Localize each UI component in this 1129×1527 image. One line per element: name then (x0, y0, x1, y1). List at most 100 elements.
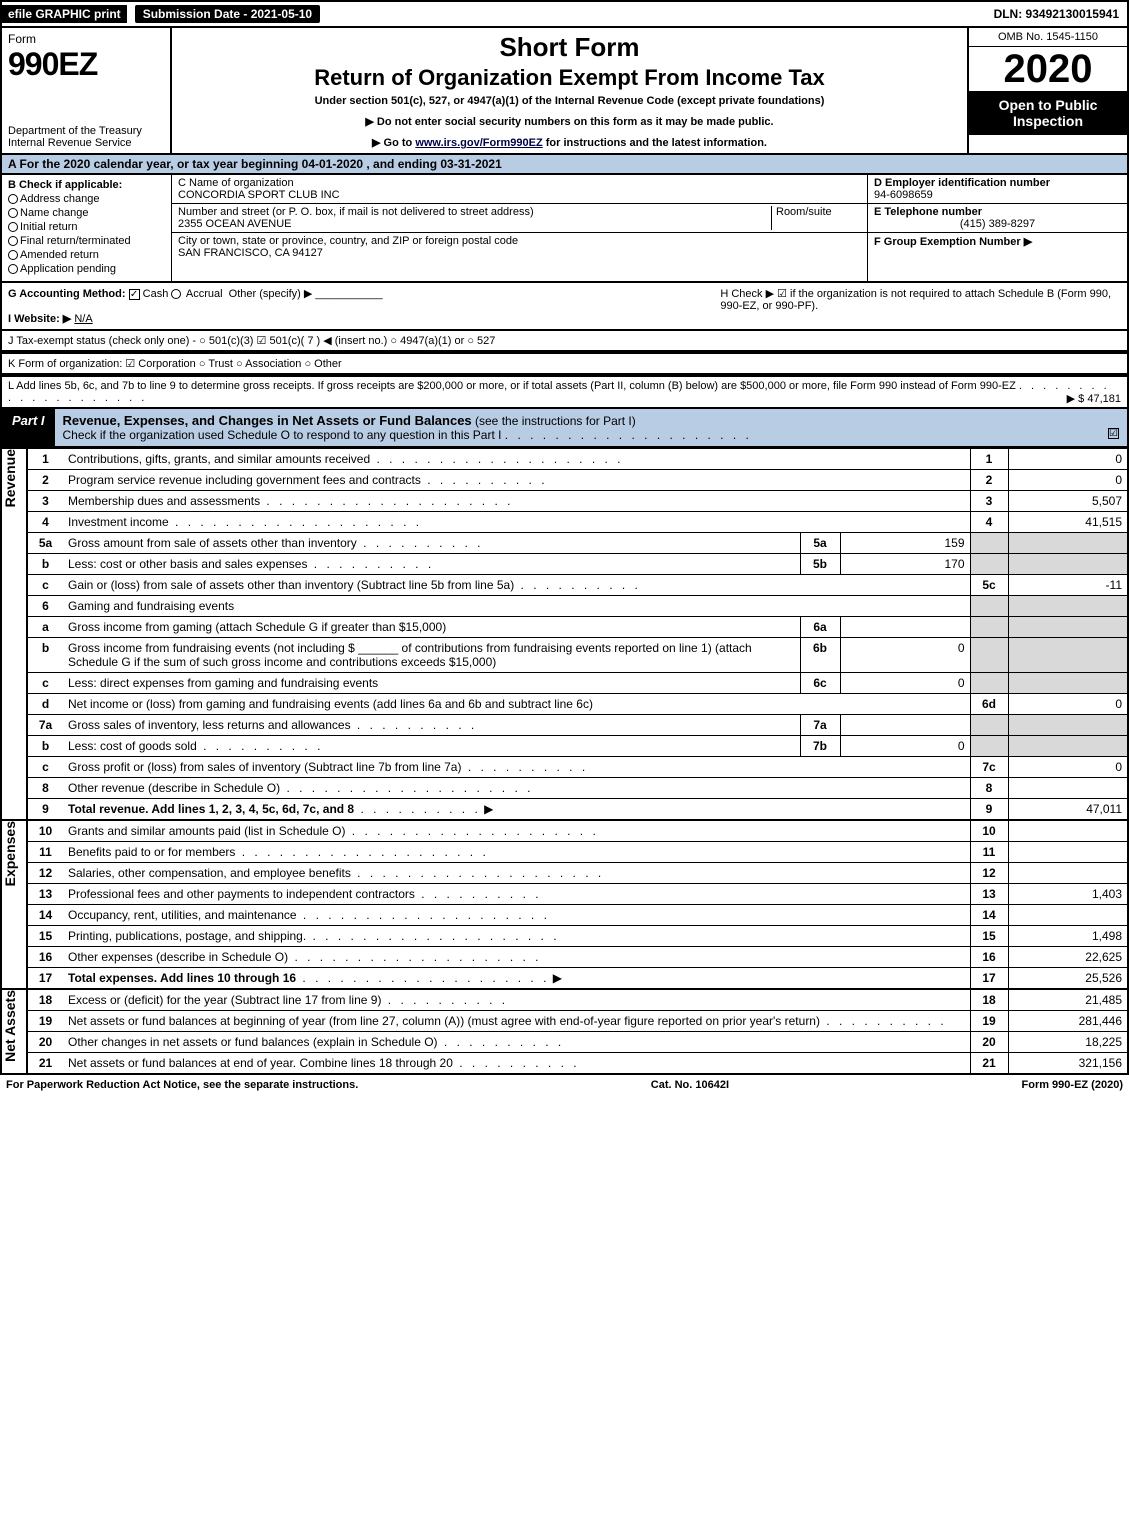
l13-desc: Professional fees and other payments to … (68, 887, 415, 901)
line-5a: 5a Gross amount from sale of assets othe… (1, 533, 1128, 554)
line-10: Expenses 10 Grants and similar amounts p… (1, 820, 1128, 842)
l6c-sub: 6c (800, 673, 840, 694)
l6-desc: Gaming and fundraising events (68, 599, 234, 613)
l7b-subamt: 0 (840, 736, 970, 757)
note-goto: ▶ Go to www.irs.gov/Form990EZ for instru… (180, 136, 959, 149)
l5b-subamt: 170 (840, 554, 970, 575)
part1-checkbox[interactable]: ☑ (1108, 428, 1119, 439)
label-city: City or town, state or province, country… (178, 235, 518, 247)
ein-value: 94-6098659 (874, 189, 933, 201)
l17-amt: 25,526 (1008, 968, 1128, 990)
footer-left: For Paperwork Reduction Act Notice, see … (6, 1079, 358, 1091)
side-expenses: Expenses (2, 821, 26, 886)
chk-address-change[interactable]: Address change (20, 193, 100, 205)
l1-no: 1 (27, 449, 63, 470)
l1-desc: Contributions, gifts, grants, and simila… (68, 452, 370, 466)
l7a-sub: 7a (800, 715, 840, 736)
l6c-subamt: 0 (840, 673, 970, 694)
l13-cell: 13 (970, 884, 1008, 905)
line-8: 8 Other revenue (describe in Schedule O)… (1, 778, 1128, 799)
l2-cell: 2 (970, 470, 1008, 491)
l18-cell: 18 (970, 989, 1008, 1011)
l6c-no: c (27, 673, 63, 694)
l6d-cell: 6d (970, 694, 1008, 715)
l6c-desc: Less: direct expenses from gaming and fu… (68, 676, 378, 690)
irs-link[interactable]: www.irs.gov/Form990EZ (415, 137, 542, 149)
box-h: H Check ▶ ☑ if the organization is not r… (720, 287, 1121, 325)
l9-no: 9 (27, 799, 63, 821)
l7a-desc: Gross sales of inventory, less returns a… (68, 718, 351, 732)
label-street: Number and street (or P. O. box, if mail… (178, 206, 534, 218)
line-9: 9 Total revenue. Add lines 1, 2, 3, 4, 5… (1, 799, 1128, 821)
l20-cell: 20 (970, 1032, 1008, 1053)
l5b-no: b (27, 554, 63, 575)
h-text: H Check ▶ ☑ if the organization is not r… (720, 288, 1111, 312)
chk-accrual[interactable] (171, 289, 181, 299)
note-goto-post: for instructions and the latest informat… (543, 137, 767, 149)
footer-catno: Cat. No. 10642I (651, 1079, 729, 1091)
l10-desc: Grants and similar amounts paid (list in… (68, 824, 345, 838)
line-7c: c Gross profit or (loss) from sales of i… (1, 757, 1128, 778)
form-number: 990EZ (8, 46, 164, 83)
row-l: L Add lines 5b, 6c, and 7b to line 9 to … (0, 375, 1129, 409)
l7b-sub: 7b (800, 736, 840, 757)
l7a-no: 7a (27, 715, 63, 736)
label-phone: E Telephone number (874, 206, 982, 218)
box-c: C Name of organization CONCORDIA SPORT C… (172, 175, 867, 281)
l3-cell: 3 (970, 491, 1008, 512)
chk-final-return[interactable]: Final return/terminated (20, 235, 131, 247)
part1-title: Revenue, Expenses, and Changes in Net As… (55, 409, 1127, 446)
l5c-desc: Gain or (loss) from sale of assets other… (68, 578, 514, 592)
l2-desc: Program service revenue including govern… (68, 473, 421, 487)
l16-no: 16 (27, 947, 63, 968)
l-text: L Add lines 5b, 6c, and 7b to line 9 to … (8, 380, 1016, 392)
chk-cash[interactable]: ✓ (129, 289, 140, 300)
l11-cell: 11 (970, 842, 1008, 863)
l21-no: 21 (27, 1053, 63, 1075)
l7b-grey2 (1008, 736, 1128, 757)
chk-initial-return[interactable]: Initial return (20, 221, 77, 233)
l20-desc: Other changes in net assets or fund bala… (68, 1035, 438, 1049)
l6b-grey (970, 638, 1008, 673)
line-12: 12 Salaries, other compensation, and emp… (1, 863, 1128, 884)
l12-desc: Salaries, other compensation, and employ… (68, 866, 351, 880)
l8-amt (1008, 778, 1128, 799)
l16-desc: Other expenses (describe in Schedule O) (68, 950, 288, 964)
opt-cash: Cash (143, 288, 169, 300)
website-value: N/A (74, 313, 92, 325)
submission-date: Submission Date - 2021-05-10 (135, 5, 320, 23)
line-7a: 7a Gross sales of inventory, less return… (1, 715, 1128, 736)
l6-grey2 (1008, 596, 1128, 617)
l19-no: 19 (27, 1011, 63, 1032)
l5a-subamt: 159 (840, 533, 970, 554)
l18-no: 18 (27, 989, 63, 1011)
street-address: 2355 OCEAN AVENUE (178, 218, 292, 230)
line-13: 13 Professional fees and other payments … (1, 884, 1128, 905)
label-accounting: G Accounting Method: (8, 288, 126, 300)
l17-cell: 17 (970, 968, 1008, 990)
label-ein: D Employer identification number (874, 177, 1050, 189)
l12-cell: 12 (970, 863, 1008, 884)
l4-desc: Investment income (68, 515, 169, 529)
line-3: 3 Membership dues and assessments 3 5,50… (1, 491, 1128, 512)
l6a-grey2 (1008, 617, 1128, 638)
l5c-amt: -11 (1008, 575, 1128, 596)
l4-no: 4 (27, 512, 63, 533)
line-6: 6 Gaming and fundraising events (1, 596, 1128, 617)
short-form-title: Short Form (180, 32, 959, 63)
l20-no: 20 (27, 1032, 63, 1053)
l5b-desc: Less: cost or other basis and sales expe… (68, 557, 307, 571)
l6c-grey2 (1008, 673, 1128, 694)
l14-cell: 14 (970, 905, 1008, 926)
efile-label: efile GRAPHIC print (2, 5, 127, 23)
part1-label: Part I (2, 409, 55, 446)
l8-desc: Other revenue (describe in Schedule O) (68, 781, 280, 795)
chk-amended-return[interactable]: Amended return (20, 249, 99, 261)
chk-application-pending[interactable]: Application pending (20, 263, 116, 275)
row-a-tax-year: A For the 2020 calendar year, or tax yea… (0, 155, 1129, 175)
l20-amt: 18,225 (1008, 1032, 1128, 1053)
l21-desc: Net assets or fund balances at end of ye… (68, 1056, 453, 1070)
l5b-grey2 (1008, 554, 1128, 575)
chk-name-change[interactable]: Name change (20, 207, 89, 219)
l7c-amt: 0 (1008, 757, 1128, 778)
